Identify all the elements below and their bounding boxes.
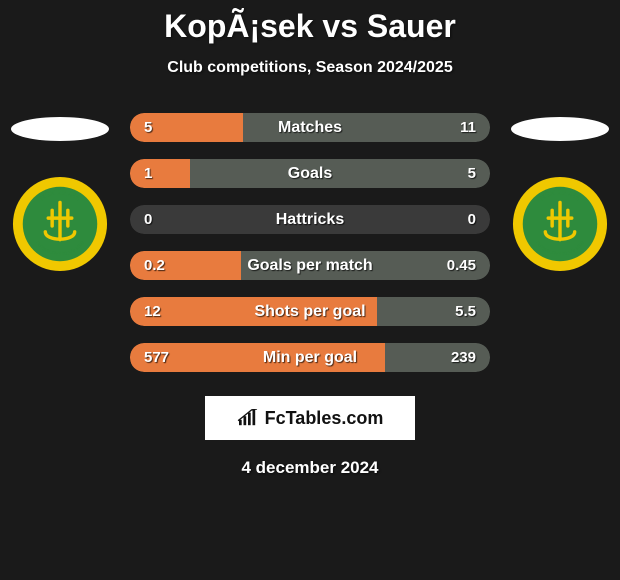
stat-row: 0Hattricks0	[130, 205, 490, 234]
right-nationality-flag	[511, 117, 609, 141]
bar-right-fill	[243, 113, 491, 142]
left-club-logo: MŠK ŽILINA FUTBALOVÝ KLUB 1908	[11, 175, 109, 273]
bar-left-fill	[130, 251, 241, 280]
page-title: KopÃ¡sek vs Sauer	[0, 0, 620, 45]
bar-right-fill	[241, 251, 490, 280]
stat-bars: 5Matches11 1Goals5 0Hattricks0 0.2Goals per…	[130, 113, 490, 372]
stat-row: 1Goals5	[130, 159, 490, 188]
bar-right-fill	[385, 343, 490, 372]
left-player-col: MŠK ŽILINA FUTBALOVÝ KLUB 1908	[10, 113, 110, 273]
date-text: 4 december 2024	[0, 458, 620, 478]
bar-right-fill	[190, 159, 490, 188]
bar-left-fill	[130, 343, 385, 372]
bar-right-fill	[377, 297, 490, 326]
bar-left-fill	[130, 159, 190, 188]
bar-left-fill	[130, 113, 243, 142]
page-subtitle: Club competitions, Season 2024/2025	[0, 59, 620, 77]
brand-badge: FcTables.com	[205, 396, 415, 440]
stat-row: 12Shots per goal5.5	[130, 297, 490, 326]
brand-chart-icon	[237, 409, 259, 427]
stat-row: 0.2Goals per match0.45	[130, 251, 490, 280]
bar-right-fill	[310, 205, 490, 234]
bar-left-fill	[130, 205, 310, 234]
stat-row: 5Matches11	[130, 113, 490, 142]
brand-text: FcTables.com	[265, 408, 384, 429]
left-nationality-flag	[11, 117, 109, 141]
comparison-panel: MŠK ŽILINA FUTBALOVÝ KLUB 1908 5Matches1…	[0, 113, 620, 372]
bar-left-fill	[130, 297, 377, 326]
right-player-col: MŠK ŽILINA FUTBALOVÝ KLUB 1908	[510, 113, 610, 273]
right-club-logo: MŠK ŽILINA FUTBALOVÝ KLUB 1908	[511, 175, 609, 273]
stat-row: 577Min per goal239	[130, 343, 490, 372]
